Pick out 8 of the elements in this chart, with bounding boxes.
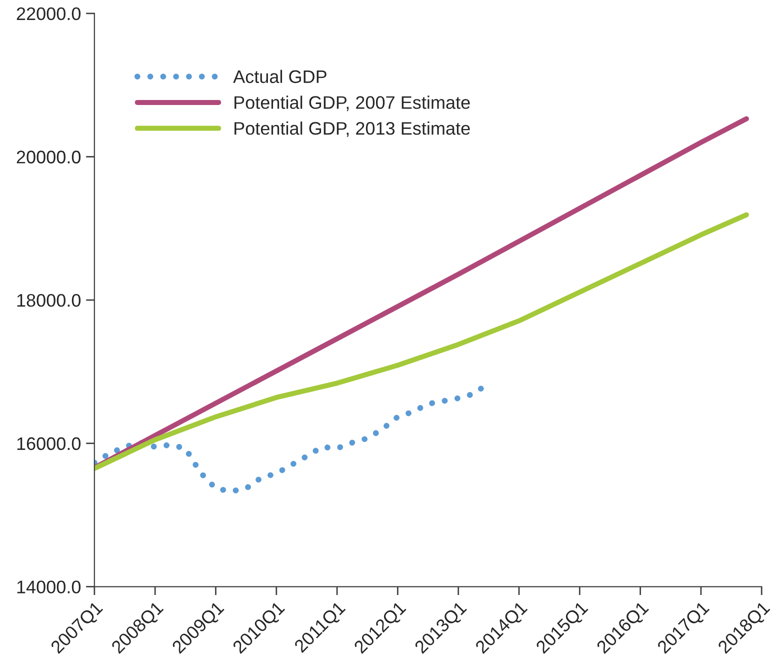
y-tick-label: 16000.0 xyxy=(17,437,81,450)
y-tick-label: 22000.0 xyxy=(16,7,81,20)
y-tick-label: 18000.0 xyxy=(17,294,81,307)
legend-label: Actual GDP xyxy=(233,70,326,84)
legend-label: Potential GDP, 2007 Estimate xyxy=(234,96,470,112)
y-tick-label: 14000.0 xyxy=(17,580,81,594)
y-tick-label: 20000.0 xyxy=(16,150,81,164)
legend-label: Potential GDP, 2013 Estimate xyxy=(234,122,470,137)
